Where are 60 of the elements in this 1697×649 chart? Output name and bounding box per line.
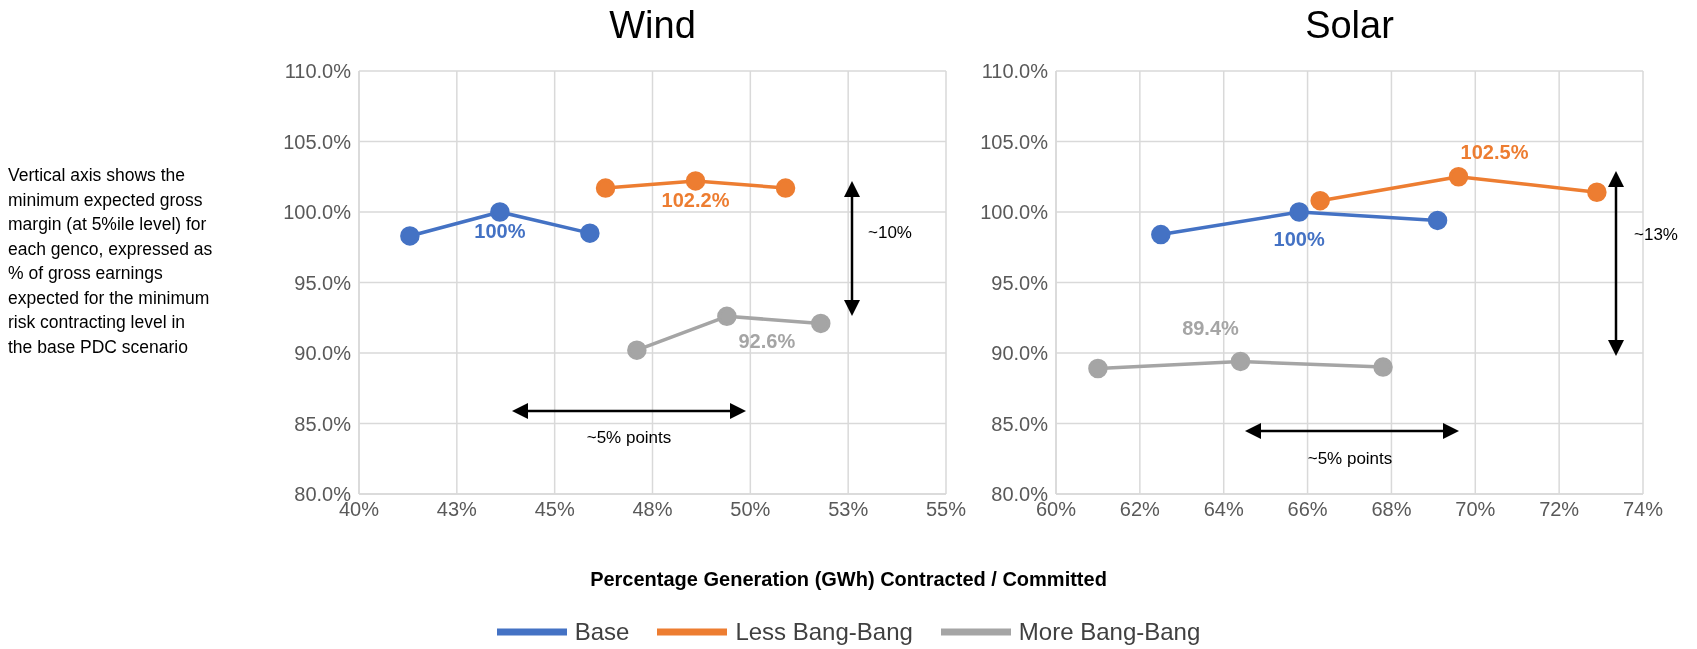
point xyxy=(400,226,420,246)
x-tick-label: 53% xyxy=(828,498,869,521)
data-label: 92.6% xyxy=(738,330,796,353)
y-tick-label: 85.0% xyxy=(294,412,352,435)
x-axis-title: Percentage Generation (GWh) Contracted / Committed xyxy=(589,568,1108,591)
annotation: ~13% xyxy=(1634,225,1678,244)
point xyxy=(1373,357,1393,377)
point xyxy=(1151,224,1171,245)
x-tick-label: 62% xyxy=(1119,498,1161,521)
legend-label: Less Bang-Bang xyxy=(735,618,913,646)
y-tick-label: 85.0% xyxy=(991,412,1049,435)
annotation: ~10% xyxy=(868,223,912,242)
point xyxy=(685,171,706,191)
data-label: 102.2% xyxy=(661,188,730,211)
point xyxy=(580,223,600,243)
y-tick-label: 100.0% xyxy=(283,201,352,224)
y-tick-label: 95.0% xyxy=(294,271,352,294)
x-tick-label: 64% xyxy=(1203,498,1244,521)
data-label: 100% xyxy=(1273,228,1325,250)
x-tick-label: 74% xyxy=(1622,498,1664,521)
point xyxy=(1310,190,1330,211)
x-tick-label: 68% xyxy=(1371,498,1412,521)
legend-label: Base xyxy=(574,618,630,646)
point xyxy=(595,178,616,198)
point xyxy=(1427,210,1448,231)
annotation: ~5% points xyxy=(586,428,672,447)
x-tick-label: 66% xyxy=(1287,498,1328,521)
chart-title: Wind xyxy=(608,4,697,47)
x-tick-label: 50% xyxy=(730,498,771,521)
y-tick-label: 100.0% xyxy=(980,201,1049,224)
x-tick-label: 55% xyxy=(925,498,967,521)
point xyxy=(1587,182,1607,203)
y-tick-label: 110.0% xyxy=(981,60,1049,83)
data-label: 100% xyxy=(474,220,526,242)
point xyxy=(627,340,647,360)
point xyxy=(775,178,796,198)
point xyxy=(717,306,737,327)
point xyxy=(1448,167,1469,187)
chart-title: Solar xyxy=(1304,4,1395,47)
x-tick-label: 45% xyxy=(534,498,575,521)
y-tick-label: 105.0% xyxy=(283,130,352,153)
legend-label: More Bang-Bang xyxy=(1018,618,1201,646)
y-tick-label: 105.0% xyxy=(980,130,1049,153)
x-tick-label: 72% xyxy=(1539,498,1580,521)
x-tick-label: 48% xyxy=(632,498,673,521)
y-tick-label: 90.0% xyxy=(294,342,352,365)
x-tick-label: 43% xyxy=(436,498,478,521)
annotation: ~5% points xyxy=(1307,449,1393,468)
y-tick-label: 110.0% xyxy=(284,60,352,83)
point xyxy=(1088,358,1108,379)
y-tick-label: 95.0% xyxy=(991,271,1049,294)
text: Vertical axis shows the minimum expected gross margin (at 5%ile level) for each genco, expressed as % of gross earnings expected for the minimum risk contracting level in the base PDC scenario xyxy=(8,164,213,359)
point xyxy=(1230,351,1251,372)
point xyxy=(811,313,831,334)
point xyxy=(490,202,510,222)
data-label: 102.5% xyxy=(1460,140,1529,163)
point xyxy=(1289,202,1309,222)
data-label: 89.4% xyxy=(1182,317,1240,340)
x-tick-label: 70% xyxy=(1455,498,1496,521)
y-tick-label: 90.0% xyxy=(991,342,1049,365)
